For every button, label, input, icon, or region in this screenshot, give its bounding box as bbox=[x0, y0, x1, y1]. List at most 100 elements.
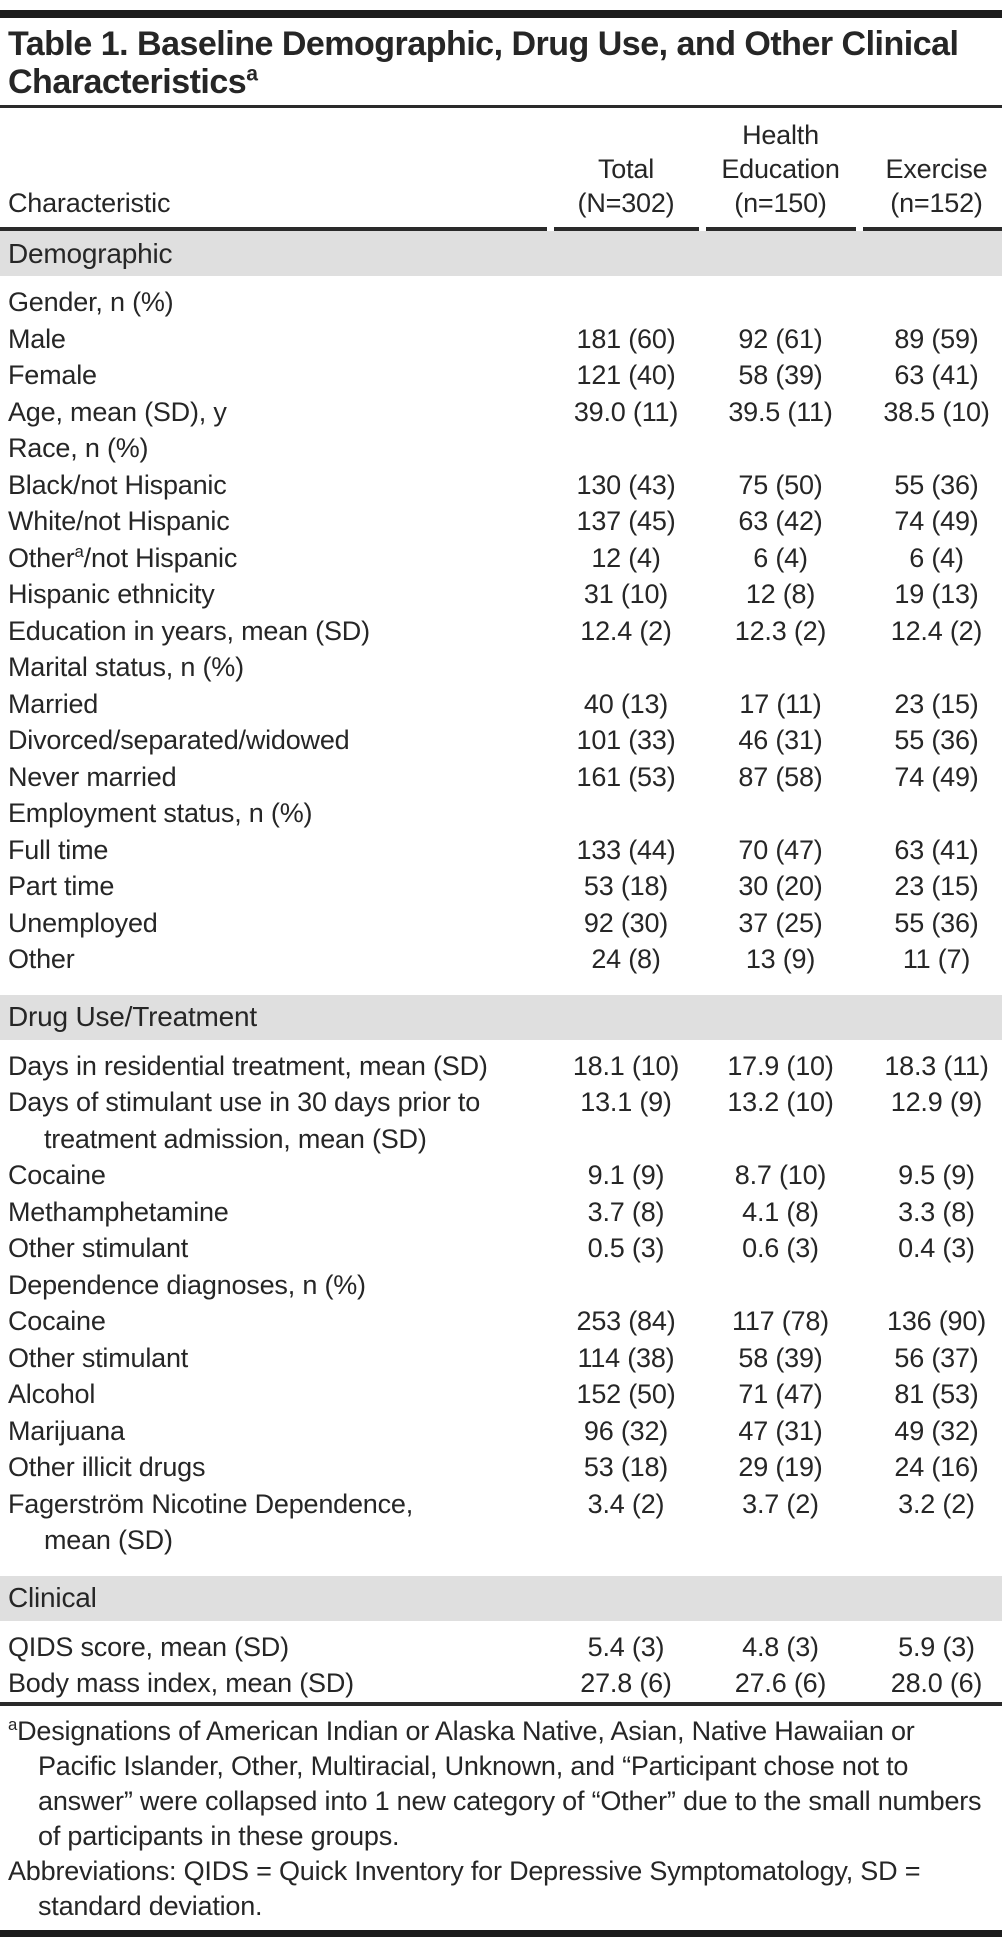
table-title: Table 1. Baseline Demographic, Drug Use,… bbox=[0, 25, 1002, 101]
column-header-total-line1: Total bbox=[597, 154, 655, 184]
cell-value: 75 (50) bbox=[738, 469, 823, 500]
table-row: Methamphetamine 3.7 (8) 4.1 (8) 3.3 (8) bbox=[0, 1194, 1002, 1231]
footnotes: aDesignations of American Indian or Alas… bbox=[0, 1706, 1002, 1924]
row-label: Other stimulant bbox=[0, 1230, 550, 1267]
row-label-text: Male bbox=[8, 323, 66, 354]
table-row: Employment status, n (%) bbox=[0, 795, 1002, 832]
cell-value: 117 (78) bbox=[732, 1306, 829, 1336]
cell-value: 39.5 (11) bbox=[728, 396, 833, 427]
row-label-text: Race, n (%) bbox=[8, 433, 149, 463]
table-row: Never married 161 (53) 87 (58) 74 (49) bbox=[0, 759, 1002, 796]
row-label: QIDS score, mean (SD) bbox=[0, 1629, 550, 1666]
cell-value: 12.3 (2) bbox=[734, 615, 827, 646]
row-label: Marijuana bbox=[0, 1413, 550, 1450]
row-label: Other bbox=[0, 941, 550, 978]
row-label-text: Unemployed bbox=[8, 907, 158, 938]
cell-value: 53 (18) bbox=[583, 1452, 669, 1482]
cell-value: 5.9 (3) bbox=[898, 1631, 975, 1662]
cell-value: 181 (60) bbox=[576, 323, 676, 354]
row-label: Other illicit drugs bbox=[0, 1449, 550, 1486]
cell-value: 12.4 (2) bbox=[580, 615, 672, 646]
cell-value: 71 (47) bbox=[738, 1379, 823, 1409]
cell-value: 13.1 (9) bbox=[580, 1087, 672, 1117]
cell-value: 55 (36) bbox=[894, 469, 979, 500]
row-label-text: /not Hispanic bbox=[83, 542, 238, 573]
table-row: Education in years, mean (SD) 12.4 (2) 12.… bbox=[0, 613, 1002, 650]
table-row: Full time 133 (44) 70 (47) 63 (41) bbox=[0, 832, 1002, 869]
cell-value: 133 (44) bbox=[576, 834, 676, 865]
cell-value: 4.1 (8) bbox=[742, 1196, 819, 1227]
table-row: Alcohol 152 (50) 71 (47) 81 (53) bbox=[0, 1376, 1002, 1413]
column-header-total: Total (N=302) bbox=[550, 152, 702, 220]
cell-value: 101 (33) bbox=[576, 725, 676, 755]
footnote: aDesignations of American Indian or Alas… bbox=[8, 1714, 988, 1854]
cell-value: 4.8 (3) bbox=[742, 1631, 819, 1662]
cell-value: 12.9 (9) bbox=[890, 1087, 983, 1117]
table-row: QIDS score, mean (SD) 5.4 (3) 4.8 (3) 5.9 (… bbox=[0, 1629, 1002, 1666]
cell-value: 19 (13) bbox=[894, 579, 979, 609]
table-row: Black/not Hispanic 130 (43) 75 (50) 55 (36) bbox=[0, 467, 1002, 504]
row-label: Other stimulant bbox=[0, 1340, 550, 1377]
cell-value: 96 (32) bbox=[583, 1415, 669, 1446]
table-row: Age, mean (SD), y 39.0 (11) 39.5 (11) 38.5 … bbox=[0, 394, 1002, 431]
row-label-text: Other illicit drugs bbox=[8, 1452, 206, 1482]
table-row: Other 24 (8) 13 (9) 11 (7) bbox=[0, 941, 1002, 978]
row-label-text: Body mass index, mean (SD) bbox=[8, 1668, 354, 1698]
row-label: Age, mean (SD), y bbox=[0, 394, 550, 431]
cell-value: 74 (49) bbox=[894, 761, 979, 792]
row-label-text: Other stimulant bbox=[8, 1342, 189, 1373]
cell-value: 12 (8) bbox=[745, 579, 816, 609]
table-row: Hispanic ethnicity 31 (10) 12 (8) 19 (13) bbox=[0, 576, 1002, 613]
cell-value: 3.7 (8) bbox=[587, 1196, 665, 1227]
column-header-exercise-line2: (n=152) bbox=[890, 188, 983, 218]
cell-value: 47 (31) bbox=[738, 1415, 823, 1446]
cell-value: 121 (40) bbox=[576, 360, 676, 390]
cell-value: 18.1 (10) bbox=[572, 1050, 680, 1081]
row-label: Race, n (%) bbox=[0, 430, 550, 467]
cell-value: 63 (41) bbox=[894, 834, 979, 865]
cell-value: 37 (25) bbox=[738, 907, 823, 938]
table-title-footnote-marker: a bbox=[246, 62, 258, 86]
cell-value: 13 (9) bbox=[745, 944, 816, 974]
row-label-text: Cocaine bbox=[8, 1306, 106, 1336]
row-label-text: Full time bbox=[8, 834, 109, 865]
header-rule-gap bbox=[856, 227, 863, 231]
row-label-text: Alcohol bbox=[8, 1379, 96, 1409]
row-label: Education in years, mean (SD) bbox=[0, 613, 550, 650]
row-label-text: Education in years, mean (SD) bbox=[8, 615, 370, 646]
row-label: Employment status, n (%) bbox=[0, 795, 550, 832]
row-label-text: White/not Hispanic bbox=[8, 506, 230, 536]
row-label-text: Days of stimulant use in 30 days prior t… bbox=[8, 1087, 481, 1117]
cell-value: 30 (20) bbox=[738, 871, 823, 901]
table-row: Gender, n (%) bbox=[0, 284, 1002, 321]
table-row: Cocaine 9.1 (9) 8.7 (10) 9.5 (9) bbox=[0, 1157, 1002, 1194]
row-label: Gender, n (%) bbox=[0, 284, 550, 321]
cell-value: 39.0 (11) bbox=[573, 396, 679, 427]
cell-value: 12 (4) bbox=[591, 542, 661, 573]
row-label: White/not Hispanic bbox=[0, 503, 550, 540]
table-title-line2: Characteristics bbox=[8, 63, 247, 101]
table-title-line1: Table 1. Baseline Demographic, Drug Use,… bbox=[8, 25, 959, 63]
row-label-text: Black/not Hispanic bbox=[8, 469, 227, 500]
cell-value: 58 (39) bbox=[738, 360, 823, 390]
table-row: Dependence diagnoses, n (%) bbox=[0, 1267, 1002, 1304]
cell-value: 29 (19) bbox=[738, 1452, 823, 1482]
cell-value: 46 (31) bbox=[738, 725, 823, 755]
row-label: Body mass index, mean (SD) bbox=[0, 1665, 550, 1702]
cell-value: 11 (7) bbox=[902, 944, 971, 974]
cell-value: 53 (18) bbox=[583, 871, 669, 901]
row-label-text: Employment status, n (%) bbox=[8, 798, 313, 828]
row-label: Divorced/separated/widowed bbox=[0, 722, 550, 759]
table-row: Fagerström Nicotine Dependence, mean (SD)… bbox=[0, 1486, 1002, 1559]
row-label-text: Married bbox=[8, 688, 99, 719]
cell-value: 23 (15) bbox=[894, 871, 979, 901]
cell-value: 40 (13) bbox=[583, 688, 669, 719]
cell-value: 38.5 (10) bbox=[883, 396, 990, 427]
footnote-text: Designations of American Indian or Alask… bbox=[17, 1715, 982, 1851]
cell-value: 253 (84) bbox=[576, 1306, 676, 1336]
cell-value: 63 (41) bbox=[894, 360, 979, 390]
row-label: Cocaine bbox=[0, 1303, 550, 1340]
row-label: Black/not Hispanic bbox=[0, 467, 550, 504]
row-label: Full time bbox=[0, 832, 550, 869]
column-header-total-line2: (N=302) bbox=[577, 188, 675, 218]
